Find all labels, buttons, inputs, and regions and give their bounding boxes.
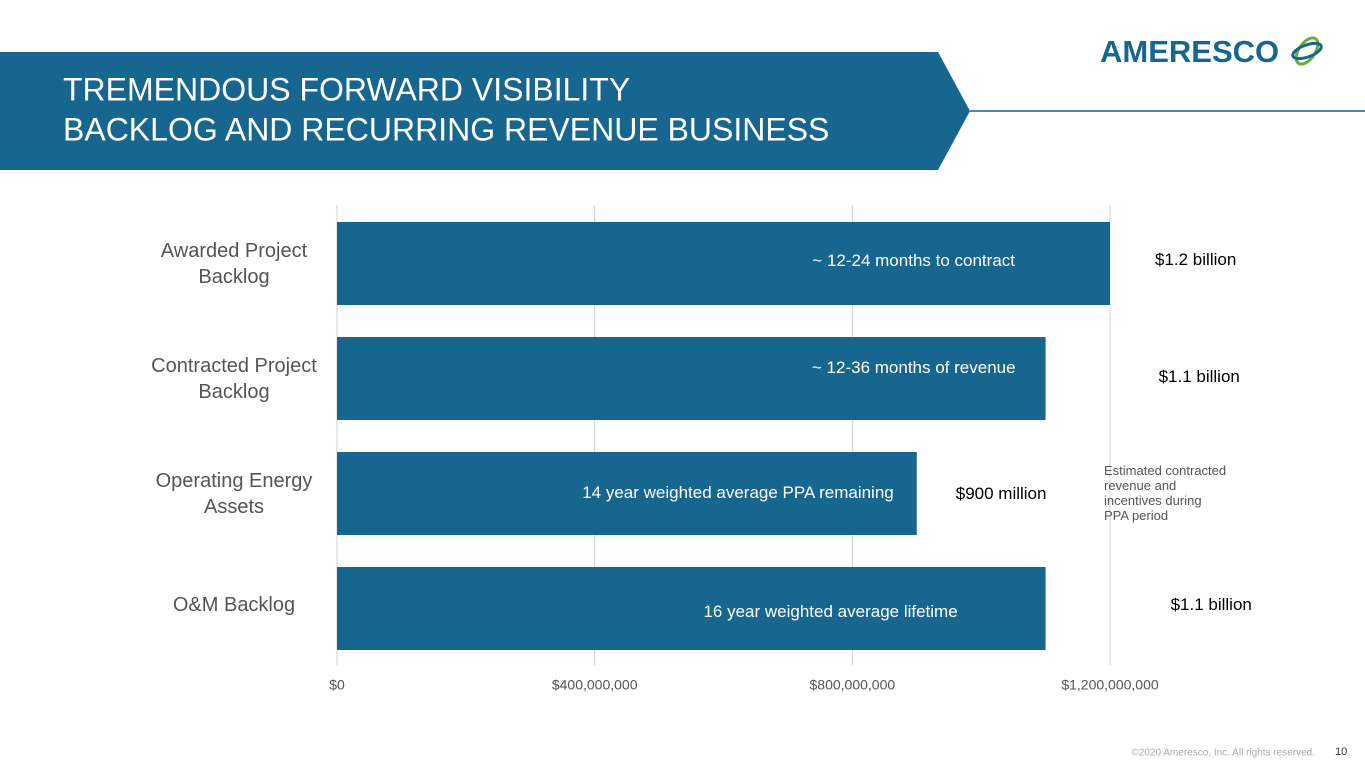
value-label: $900 million [956,484,1047,503]
y-tick-label: Contracted Project Backlog [151,354,317,403]
y-tick-label: Operating Energy Assets [155,469,313,518]
value-label: $1.1 billion [1159,367,1240,386]
copyright: ©2020 Ameresco, Inc. All rights reserved… [1131,748,1315,759]
y-tick-label: O&M Backlog [172,593,296,616]
logo: AMERESCO [1100,34,1279,69]
bar-note: 14 year weighted average PPA remaining [582,483,894,502]
x-tick-label: $1,200,000,000 [1061,677,1159,693]
logo-icon [1291,36,1323,66]
y-tick-label: Awarded Project Backlog [160,239,308,288]
bar-note: ~ 12-24 months to contract [812,251,1015,270]
bar [337,337,1046,420]
bar-note: 16 year weighted average lifetime [703,602,957,621]
annotation: Estimated contracted revenue and incenti… [1104,463,1227,523]
bar-note: ~ 12-36 months of revenue [812,358,1016,377]
value-label: $1.2 billion [1155,250,1236,269]
bar [337,222,1110,305]
title-line: BACKLOG AND RECURRING REVENUE BUSINESS [63,111,829,147]
page-number: 10 [1335,746,1347,758]
x-tick-label: $800,000,000 [810,677,896,693]
value-label: $1.1 billion [1171,595,1252,614]
x-tick-label: $400,000,000 [552,677,638,693]
title-line: TREMENDOUS FORWARD VISIBILITY [63,71,630,107]
bar [337,567,1046,650]
header-band [0,52,970,170]
x-tick-label: $0 [329,677,345,693]
bar [337,452,917,535]
